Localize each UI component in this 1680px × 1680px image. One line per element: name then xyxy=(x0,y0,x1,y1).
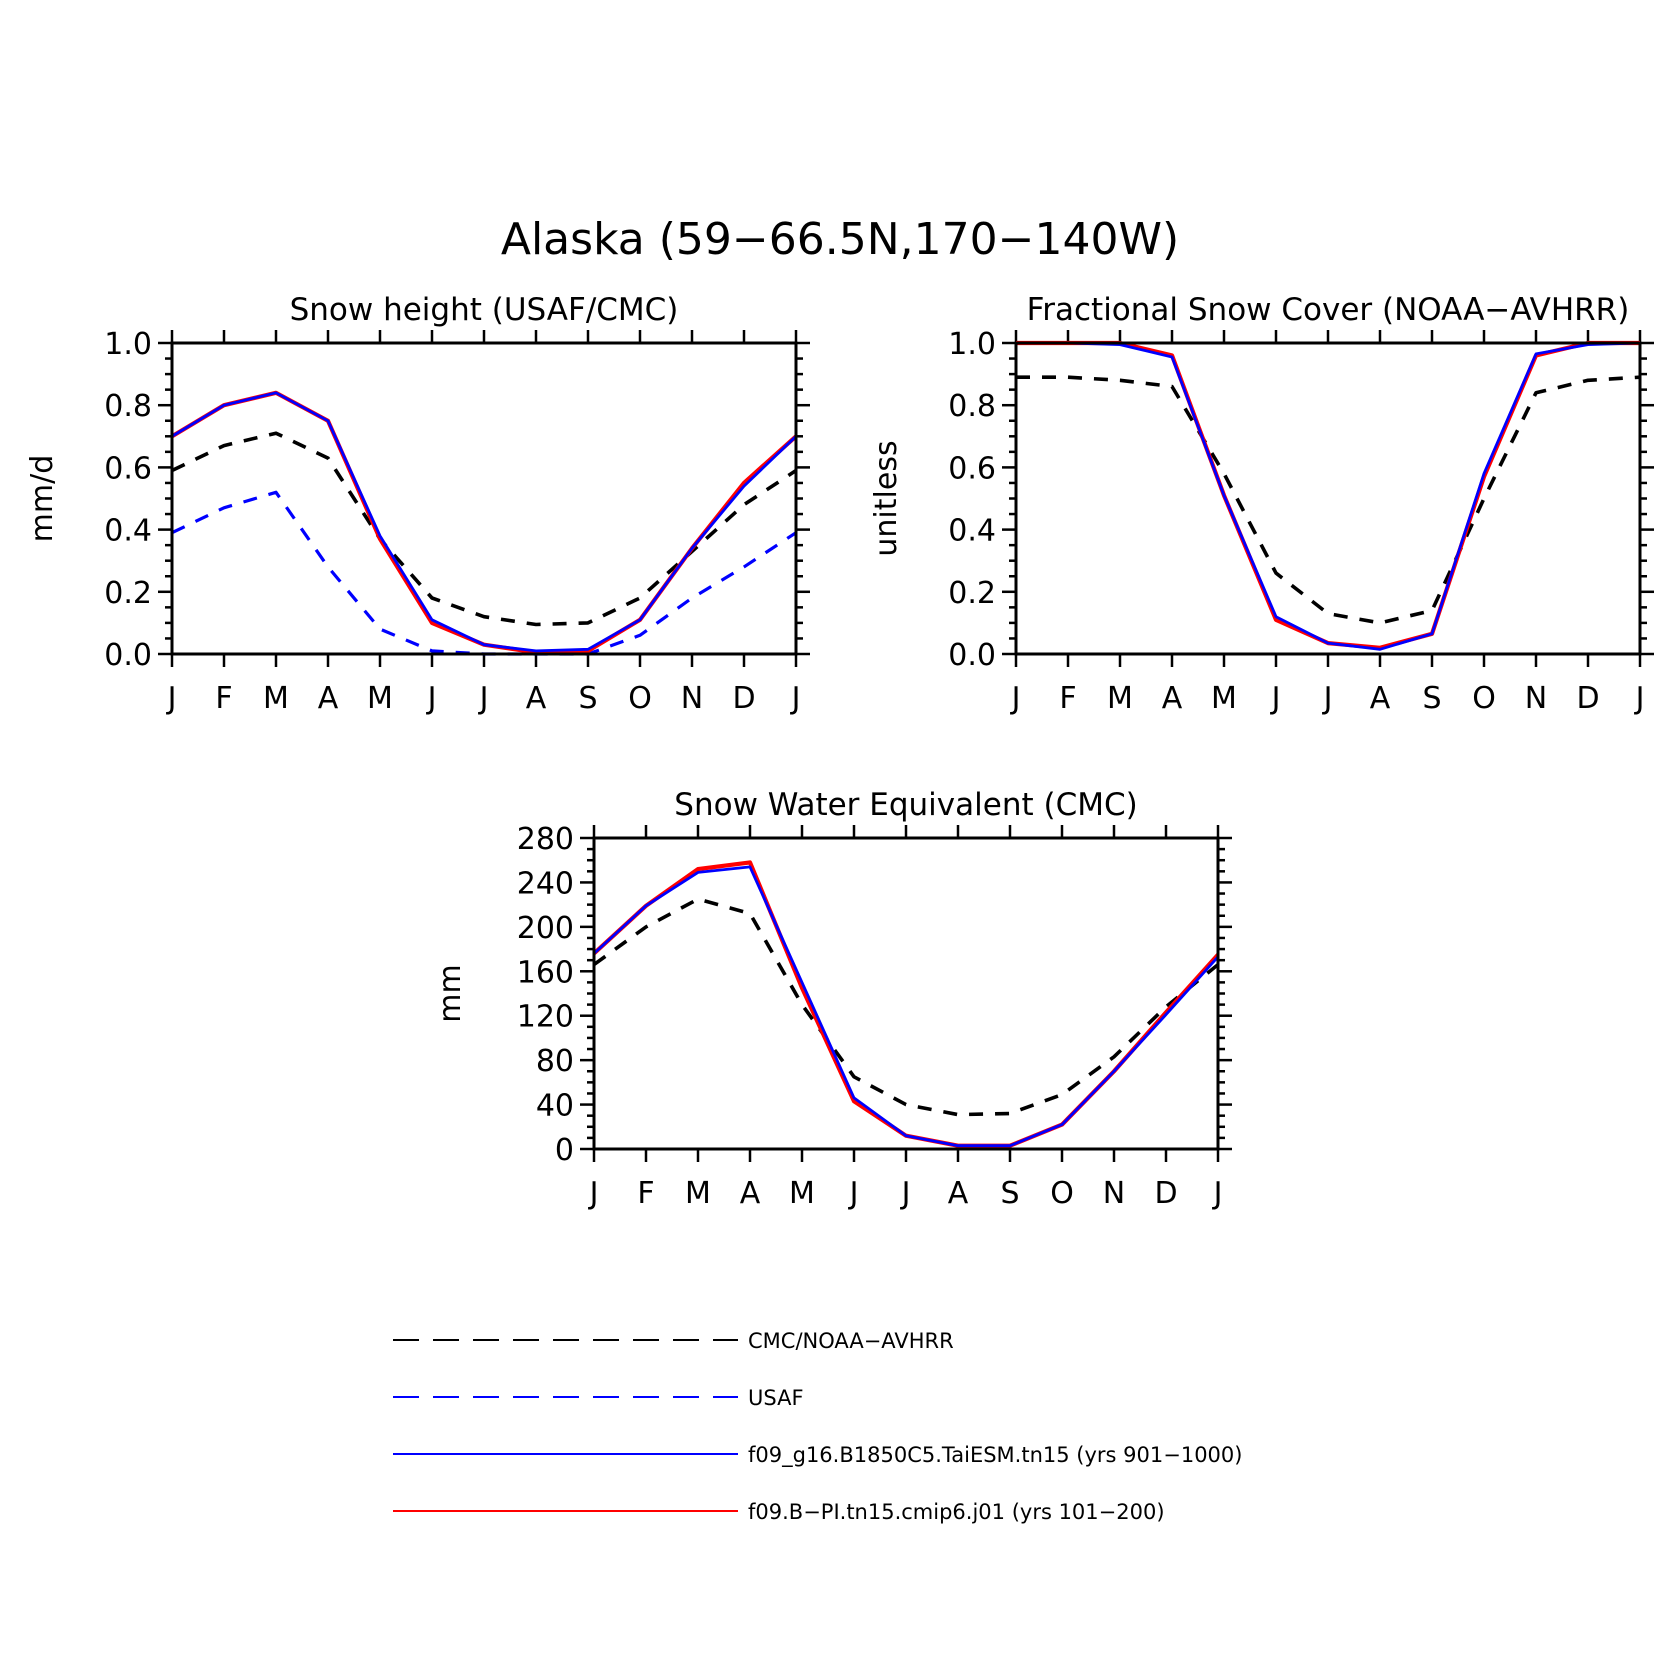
x-tick-label: J xyxy=(1212,1176,1223,1211)
x-tick-label: J xyxy=(1322,681,1333,716)
x-tick-label: J xyxy=(1270,681,1281,716)
panel-title: Snow height (USAF/CMC) xyxy=(290,292,679,328)
legend-entry: USAF xyxy=(393,1386,804,1410)
axis-ticks xyxy=(580,825,1232,1162)
legend-label: CMC/NOAA−AVHRR xyxy=(748,1329,954,1353)
x-tick-label: A xyxy=(526,681,547,716)
y-tick-label: 0.4 xyxy=(104,514,152,549)
y-tick-label: 0.2 xyxy=(948,576,996,611)
x-tick-label: J xyxy=(900,1176,911,1211)
y-axis-label: mm xyxy=(433,964,468,1022)
y-tick-label: 160 xyxy=(517,955,574,990)
legend: CMC/NOAA−AVHRR USAF f09_g16.B1850C5.TaiESM… xyxy=(393,1329,1242,1524)
x-tick-label: M xyxy=(685,1176,711,1211)
series-line-usaf xyxy=(172,490,796,656)
x-tick-label: S xyxy=(578,681,597,716)
panel-3: Snow Water Equivalent (CMC)mmJ F M A M J J A S O N… xyxy=(433,787,1232,1211)
y-tick-label: 200 xyxy=(517,911,574,946)
x-tick-label: F xyxy=(215,681,232,716)
x-tick-label: A xyxy=(318,681,339,716)
y-tick-label: 40 xyxy=(536,1089,574,1124)
legend-entry: f09_g16.B1850C5.TaiESM.tn15 (yrs 901−100… xyxy=(393,1443,1242,1468)
x-tick-label: M xyxy=(263,681,289,716)
x-tick-label: D xyxy=(732,681,755,716)
plot-frame xyxy=(170,341,798,656)
panel-2: Fractional Snow Cover (NOAA−AVHRR) unitle… xyxy=(869,292,1654,716)
x-tick-label: J xyxy=(848,1176,859,1211)
series-line-taiesm xyxy=(172,391,796,653)
legend-label: USAF xyxy=(748,1386,804,1410)
panel-1: Snow height (USAF/CMC)mm/dJ F M A M J J A S O N D J0… xyxy=(25,292,810,716)
x-tick-label: N xyxy=(1103,1176,1125,1211)
series-line-cmip6 xyxy=(1016,340,1640,650)
x-tick-label: J xyxy=(588,1176,599,1211)
y-axis-label: unitless xyxy=(869,440,904,556)
x-tick-label: O xyxy=(1050,1176,1074,1211)
x-tick-label: S xyxy=(1000,1176,1019,1211)
x-tick-label: J xyxy=(166,681,177,716)
y-tick-label: 280 xyxy=(517,822,574,857)
y-tick-label: 0.0 xyxy=(948,638,996,673)
y-tick-label: 0.6 xyxy=(948,451,996,486)
plot-frame xyxy=(592,836,1220,1151)
x-tick-label: M xyxy=(1211,681,1237,716)
legend-entry: CMC/NOAA−AVHRR xyxy=(393,1329,954,1353)
y-tick-label: 0.8 xyxy=(948,389,996,424)
x-tick-label: A xyxy=(1162,681,1183,716)
y-tick-label: 240 xyxy=(517,866,574,901)
y-tick-label: 1.0 xyxy=(948,327,996,362)
x-tick-label: J xyxy=(790,681,801,716)
series-line-obs xyxy=(594,897,1218,1117)
series-line-taiesm xyxy=(594,865,1218,1148)
x-tick-label: M xyxy=(367,681,393,716)
x-tick-label: A xyxy=(1370,681,1391,716)
y-tick-label: 0 xyxy=(555,1133,574,1168)
series-line-cmip6 xyxy=(172,390,796,655)
panels: Snow height (USAF/CMC)mm/dJ F M A M J J A S O N D J0… xyxy=(25,292,1654,1211)
x-tick-label: F xyxy=(637,1176,654,1211)
plot-frame xyxy=(1014,341,1642,656)
series-line-taiesm xyxy=(1016,341,1640,651)
x-tick-label: M xyxy=(1107,681,1133,716)
y-axis-label: mm/d xyxy=(25,455,60,543)
x-tick-label: M xyxy=(789,1176,815,1211)
legend-label: f09_g16.B1850C5.TaiESM.tn15 (yrs 901−100… xyxy=(748,1443,1242,1468)
y-tick-label: 1.0 xyxy=(104,327,152,362)
y-tick-label: 0.4 xyxy=(948,514,996,549)
y-tick-label: 80 xyxy=(536,1044,574,1079)
x-tick-label: A xyxy=(740,1176,761,1211)
x-tick-label: N xyxy=(1525,681,1547,716)
x-tick-label: J xyxy=(1634,681,1645,716)
x-tick-label: S xyxy=(1422,681,1441,716)
panel-title: Fractional Snow Cover (NOAA−AVHRR) xyxy=(1027,292,1630,328)
x-tick-label: J xyxy=(1010,681,1021,716)
panel-title: Snow Water Equivalent (CMC) xyxy=(674,787,1137,823)
y-tick-label: 120 xyxy=(517,1000,574,1035)
x-tick-label: J xyxy=(426,681,437,716)
x-tick-label: J xyxy=(478,681,489,716)
y-tick-label: 0.6 xyxy=(104,451,152,486)
legend-label: f09.B−PI.tn15.cmip6.j01 (yrs 101−200) xyxy=(748,1500,1165,1524)
legend-entry: f09.B−PI.tn15.cmip6.j01 (yrs 101−200) xyxy=(393,1500,1165,1524)
x-tick-label: O xyxy=(1472,681,1496,716)
main-title: Alaska (59−66.5N,170−140W) xyxy=(501,214,1179,265)
y-tick-label: 0.0 xyxy=(104,638,152,673)
x-tick-label: D xyxy=(1154,1176,1177,1211)
y-tick-label: 0.8 xyxy=(104,389,152,424)
x-tick-label: N xyxy=(681,681,703,716)
series-line-obs xyxy=(172,431,796,627)
y-tick-label: 0.2 xyxy=(104,576,152,611)
x-tick-label: A xyxy=(948,1176,969,1211)
x-tick-label: D xyxy=(1576,681,1599,716)
series-line-obs xyxy=(1016,375,1640,625)
x-tick-label: F xyxy=(1059,681,1076,716)
x-tick-label: O xyxy=(628,681,652,716)
